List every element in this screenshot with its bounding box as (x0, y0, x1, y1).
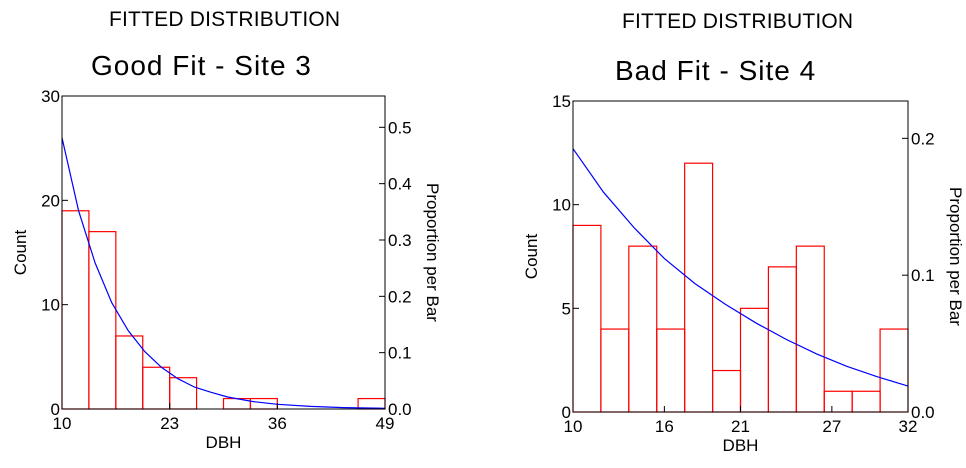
fitted-curve (572, 148, 909, 387)
y-tick-label: 10 (552, 196, 571, 215)
x-tick-label: 16 (655, 417, 674, 436)
y-tick-label: 20 (41, 191, 60, 210)
chart-subtitle: FITTED DISTRIBUTION (109, 8, 341, 31)
histogram-bar (711, 369, 742, 413)
x-tick-label: 10 (564, 417, 583, 436)
histogram-plot: 10 16 21 27 32 0 5 10 15 0.0 0.1 0.2 DBH Count Proport… (522, 92, 965, 455)
y2-tick-label: 0.1 (388, 344, 412, 363)
y2-tick-label: 0.0 (388, 400, 412, 419)
histogram-bar (169, 377, 198, 410)
histogram-bar (142, 366, 171, 410)
x-tick-label: 49 (376, 414, 395, 433)
y2-axis-label: Proportion per Bar (946, 187, 965, 326)
y-tick-label: 30 (41, 87, 60, 106)
y-tick-label: 0 (51, 400, 60, 419)
y2-tick-label: 0.0 (911, 403, 935, 422)
x-tick-label: 36 (268, 414, 287, 433)
histogram-bar (88, 231, 117, 410)
histogram-bar (600, 328, 630, 413)
chart-title: Good Fit - Site 3 (91, 50, 312, 81)
y2-tick-label: 0.3 (388, 231, 412, 250)
histogram-bar (767, 266, 797, 413)
chart-panel-bad-fit: FITTED DISTRIBUTION Bad Fit - Site 4 10 1… (483, 0, 966, 468)
histogram-bar (795, 245, 825, 413)
histogram-bar (115, 335, 144, 410)
y2-axis-label: Proportion per Bar (423, 183, 442, 322)
x-tick-label: 23 (160, 414, 179, 433)
x-tick-label: 32 (899, 417, 918, 436)
chart-panel-good-fit: FITTED DISTRIBUTION Good Fit - Site 3 10… (11, 8, 442, 452)
y-tick-label: 0 (562, 403, 571, 422)
y-tick-label: 10 (41, 296, 60, 315)
plot-frame (61, 95, 386, 410)
x-tick-label: 10 (53, 414, 72, 433)
histogram-bar (851, 390, 881, 413)
fitted-curve (61, 137, 386, 409)
histogram-bar (684, 162, 714, 413)
histogram-bar (628, 245, 658, 413)
x-tick-label: 27 (822, 417, 841, 436)
x-tick-label: 21 (731, 417, 750, 436)
x-axis-label: DBH (206, 433, 242, 452)
chart-title: Bad Fit - Site 4 (615, 55, 817, 86)
histogram-bar (572, 224, 602, 413)
y2-tick-label: 0.1 (911, 266, 935, 285)
chart-subtitle: FITTED DISTRIBUTION (622, 10, 854, 33)
x-axis-label: DBH (723, 436, 759, 455)
y-tick-label: 15 (552, 92, 571, 111)
histogram-bar (879, 328, 909, 413)
histogram-plot: 10 23 36 4901020300.00.10.20.30.40.5DBHCoun… (11, 87, 442, 452)
y-tick-label: 5 (562, 299, 571, 318)
y2-tick-label: 0.4 (388, 175, 412, 194)
histogram-bar (823, 390, 853, 413)
histogram-bar (656, 328, 686, 413)
histogram-bar (739, 307, 770, 413)
y2-tick-label: 0.2 (388, 287, 412, 306)
y-axis-label: Count (522, 234, 541, 280)
histogram-bar (61, 210, 90, 410)
y2-tick-label: 0.2 (911, 129, 935, 148)
y-axis-label: Count (11, 230, 30, 276)
y2-tick-label: 0.5 (388, 118, 412, 137)
